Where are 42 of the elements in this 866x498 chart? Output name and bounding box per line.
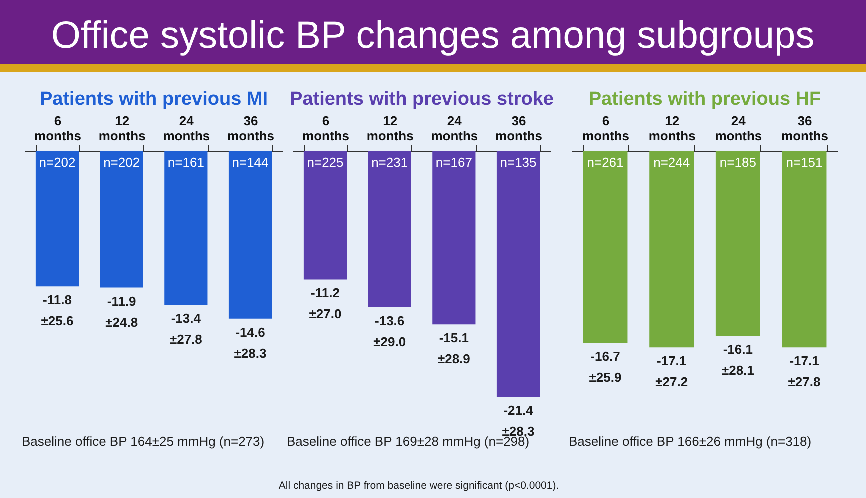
data-label: -15.1 ±28.9 (438, 330, 470, 367)
annotation: n=202 (39, 155, 76, 170)
x-tick-label: 36 months (496, 114, 542, 144)
x-tick-label: 6 months (34, 114, 82, 144)
annotation: n=244 (654, 155, 690, 170)
annotation: n=144 (232, 155, 269, 170)
x-tick-label: 24 months (715, 114, 762, 144)
x-tick-label: 36 months (228, 114, 274, 144)
data-label: -11.8 ±25.6 (41, 292, 74, 329)
annotation: n=202 (104, 155, 140, 170)
data-label: -11.9 ±24.8 (106, 294, 138, 330)
data-label: -11.2 ±27.0 (309, 286, 342, 322)
annotation: n=261 (587, 155, 624, 170)
annotation: n=225 (307, 155, 344, 170)
data-label: -13.4 ±27.8 (170, 311, 202, 348)
x-tick-label: 36 months (782, 114, 828, 144)
chart-subtitle: Patients with previous stroke (290, 89, 554, 110)
data-label: -13.6 ±29.0 (374, 313, 406, 350)
text: Office systolic BP changes among subgroups (0, 0, 866, 72)
annotation: n=135 (500, 155, 537, 170)
chart-subtitle: Patients with previous HF (588, 89, 822, 110)
data-label: -16.1 ±28.1 (722, 342, 754, 378)
chart-subtitle: Patients with previous MI (40, 89, 268, 110)
x-tick-label: 6 months (582, 114, 630, 144)
x-tick-label: 24 months (431, 114, 478, 144)
x-tick-label: 12 months (98, 114, 146, 144)
data-label: -16.7 ±25.9 (589, 348, 622, 385)
data-label: -17.1 ±27.2 (656, 354, 688, 390)
x-tick-label: 6 months (302, 114, 350, 144)
x-tick-label: 12 months (648, 114, 696, 144)
x-tick-label: 12 months (366, 114, 414, 144)
text: Baseline office BP 166±26 mmHg (n=318) (569, 434, 812, 449)
annotation: n=167 (436, 155, 472, 170)
annotation: n=151 (786, 155, 823, 170)
annotation: n=161 (168, 155, 204, 170)
text: All changes in BP from baseline were significant (p<0.0001). (278, 480, 560, 492)
data-label: -14.6 ±28.3 (234, 324, 267, 361)
annotation: n=185 (720, 155, 756, 170)
text: Baseline office BP 164±25 mmHg (n=273) (22, 434, 265, 449)
annotation: n=231 (372, 155, 408, 170)
data-label: -17.1 ±27.8 (788, 354, 821, 390)
x-tick-label: 24 months (163, 114, 210, 144)
